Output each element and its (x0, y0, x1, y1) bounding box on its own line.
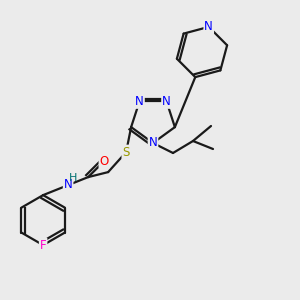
Text: N: N (204, 20, 213, 33)
Text: F: F (40, 238, 46, 252)
Text: N: N (64, 178, 73, 190)
Text: N: N (162, 95, 171, 108)
Text: S: S (122, 146, 130, 159)
Text: O: O (100, 154, 109, 168)
Text: N: N (135, 95, 144, 108)
Text: H: H (69, 173, 77, 183)
Text: N: N (148, 136, 158, 149)
